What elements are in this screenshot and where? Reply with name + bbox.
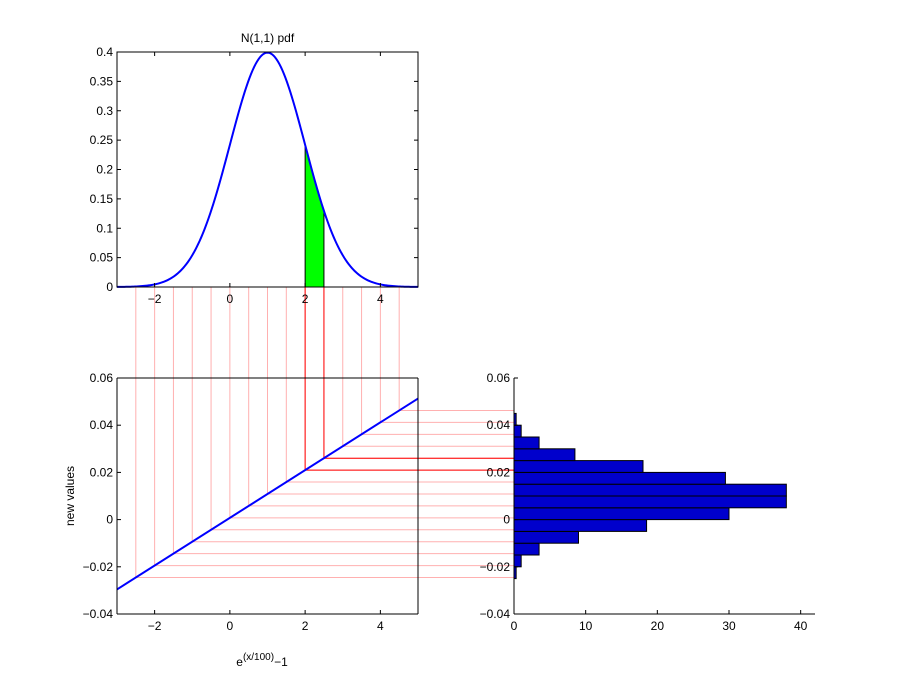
x-label-tail: −1 bbox=[274, 655, 288, 669]
pdf-y-tick-label: 0.1 bbox=[96, 221, 113, 235]
transform-axes bbox=[116, 377, 419, 615]
histogram-x-tick-label: 40 bbox=[794, 619, 808, 633]
histogram-y-tick-label: 0.06 bbox=[487, 371, 511, 385]
transform-y-tick-label: −0.02 bbox=[83, 560, 114, 574]
histogram-x-ticks: 0 10 20 30 40 bbox=[511, 610, 808, 633]
pdf-y-tick-label: 0.3 bbox=[96, 104, 113, 118]
pdf-y-ticks: 0 0.05 0.1 0.15 0.2 0.25 0.3 0.35 0.4 bbox=[90, 45, 418, 294]
histogram-bar bbox=[513, 471, 726, 485]
histogram-bar bbox=[513, 436, 540, 450]
histogram-y-tick-label: 0 bbox=[503, 513, 510, 527]
pdf-shaded-area bbox=[304, 144, 325, 288]
histogram-bar bbox=[513, 495, 787, 509]
histogram-x-tick-label: 20 bbox=[651, 619, 665, 633]
histogram-y-ticks: −0.04 −0.02 0 0.02 0.04 0.06 bbox=[480, 371, 518, 621]
transform-y-tick-label: −0.04 bbox=[83, 607, 114, 621]
pdf-x-tick-label: 0 bbox=[227, 292, 234, 306]
transform-x-tick-label: 2 bbox=[302, 619, 309, 633]
transform-line bbox=[116, 397, 419, 591]
transform-panel: −2 0 2 4 −0.04 −0.02 0 0.02 0.04 0.06 new values… bbox=[63, 371, 419, 669]
pdf-x-tick-label: −2 bbox=[148, 292, 162, 306]
histogram-y-tick-label: −0.04 bbox=[480, 607, 511, 621]
histogram-panel: 0 10 20 30 40 −0.04 −0.02 0 0.02 0.04 0.06 bbox=[480, 371, 815, 633]
pdf-curve bbox=[116, 51, 419, 288]
pdf-y-tick-label: 0.35 bbox=[90, 74, 114, 88]
histogram-y-tick-label: 0.02 bbox=[487, 465, 511, 479]
transform-y-label: new values bbox=[63, 466, 77, 526]
histogram-x-tick-label: 30 bbox=[722, 619, 736, 633]
pdf-y-tick-label: 0 bbox=[106, 280, 113, 294]
transform-y-ticks: −0.04 −0.02 0 0.02 0.04 0.06 bbox=[83, 371, 121, 621]
x-label-base: e bbox=[236, 655, 243, 669]
pdf-axes-box bbox=[116, 51, 419, 288]
transform-x-tick-label: 4 bbox=[377, 619, 384, 633]
histogram-x-tick-label: 10 bbox=[579, 619, 593, 633]
x-label-superscript: (x/100) bbox=[243, 652, 274, 663]
histogram-bar bbox=[513, 507, 730, 521]
pdf-title: N(1,1) pdf bbox=[241, 31, 295, 45]
histogram-bar bbox=[513, 424, 522, 438]
histogram-bar bbox=[513, 460, 644, 473]
histogram-bar bbox=[513, 448, 576, 462]
pdf-y-tick-label: 0.05 bbox=[90, 251, 114, 265]
histogram-bar bbox=[513, 554, 522, 568]
pdf-y-tick-label: 0.25 bbox=[90, 133, 114, 147]
pdf-x-ticks: −2 0 2 4 bbox=[148, 52, 384, 306]
histogram-bar bbox=[513, 542, 540, 556]
pdf-panel: N(1,1) pdf −2 0 2 4 00.050.10.150.20.250.30… bbox=[90, 31, 419, 306]
transform-x-tick-label: −2 bbox=[148, 619, 162, 633]
pdf-shade-region bbox=[304, 144, 325, 288]
histogram-x-tick-label: 0 bbox=[511, 619, 518, 633]
pdf-x-tick-label: 2 bbox=[302, 292, 309, 306]
histogram-bar bbox=[513, 530, 579, 544]
transform-y-tick-label: 0.02 bbox=[90, 465, 114, 479]
transform-x-label: e(x/100)−1 bbox=[236, 652, 288, 669]
pdf-y-tick-label: 0.2 bbox=[96, 163, 113, 177]
histogram-bar bbox=[513, 519, 648, 532]
pdf-y-tick-label: 0.15 bbox=[90, 192, 114, 206]
histogram-y-tick-label: −0.02 bbox=[480, 560, 511, 574]
histogram-bars bbox=[513, 412, 787, 580]
transform-y-tick-label: 0 bbox=[106, 513, 113, 527]
histogram-y-tick-label: 0.04 bbox=[487, 418, 511, 432]
projection-lines bbox=[135, 287, 514, 579]
transform-x-ticks: −2 0 2 4 bbox=[148, 610, 384, 633]
transform-x-tick-label: 0 bbox=[227, 619, 234, 633]
pdf-y-tick-label: 0.4 bbox=[96, 45, 113, 59]
histogram-axes bbox=[513, 378, 815, 615]
histogram-bar bbox=[513, 483, 787, 497]
transform-y-tick-label: 0.04 bbox=[90, 418, 114, 432]
transform-y-tick-label: 0.06 bbox=[90, 371, 114, 385]
pdf-x-tick-label: 4 bbox=[377, 292, 384, 306]
